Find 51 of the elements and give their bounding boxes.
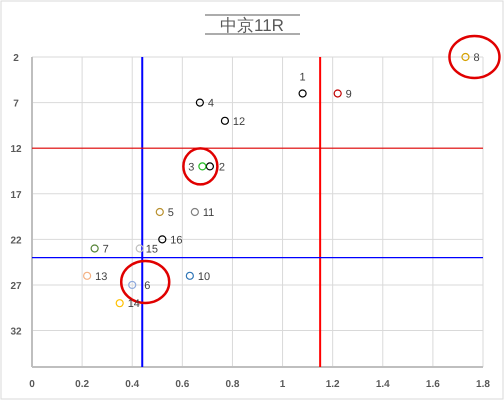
point <box>158 235 166 244</box>
series-label: 14 <box>128 298 140 310</box>
series-label: 13 <box>95 270 108 283</box>
series-label: 4 <box>208 98 214 110</box>
point <box>334 89 342 98</box>
y-tick-label: 7 <box>13 98 20 110</box>
series-label: 5 <box>168 207 174 219</box>
point <box>186 272 194 280</box>
x-tick-label: 1.2 <box>326 379 340 390</box>
series-label: 3 <box>188 161 194 174</box>
y-tick-label: 22 <box>10 235 22 246</box>
point <box>206 162 214 171</box>
y-tick-label: 12 <box>10 144 22 156</box>
point <box>198 162 206 171</box>
x-tick-label: 0.2 <box>75 379 90 390</box>
point <box>156 208 164 216</box>
point <box>136 244 144 253</box>
series-label: 7 <box>102 243 109 256</box>
point <box>83 272 92 280</box>
x-tick-label: 1 <box>280 379 286 390</box>
series-label: 6 <box>144 280 150 292</box>
series-label: 16 <box>170 234 183 246</box>
point <box>298 89 307 98</box>
x-tick-label: 1.6 <box>426 379 440 390</box>
point <box>220 116 230 125</box>
x-tick-label: 1.8 <box>476 379 490 390</box>
x-tick-label: 0.8 <box>225 379 240 390</box>
chart-title: 中京11R <box>220 16 284 35</box>
series-label: 12 <box>232 116 246 128</box>
series-label: 9 <box>346 88 352 100</box>
point <box>461 52 470 62</box>
series-label: 10 <box>198 270 210 283</box>
series-label: 8 <box>473 52 480 64</box>
point <box>90 244 99 253</box>
x-tick-label: 0.6 <box>175 379 190 390</box>
series-label: 1 <box>300 71 306 84</box>
x-tick-label: 0.4 <box>125 379 140 390</box>
title: 中京11R <box>204 14 300 35</box>
point <box>196 98 204 107</box>
y-tick-label: 2 <box>13 53 20 64</box>
series-label: 15 <box>146 243 158 256</box>
series-label: 11 <box>202 207 214 219</box>
y-tick-label: 27 <box>10 280 22 292</box>
point <box>128 280 136 290</box>
x-tick-label: 0 <box>29 379 36 390</box>
y-tick-label: 17 <box>10 190 22 201</box>
point <box>190 208 199 216</box>
point <box>116 299 124 308</box>
y-tick-label: 32 <box>10 326 22 338</box>
series-label: 2 <box>218 161 226 174</box>
x-tick-label: 1.4 <box>376 379 390 390</box>
